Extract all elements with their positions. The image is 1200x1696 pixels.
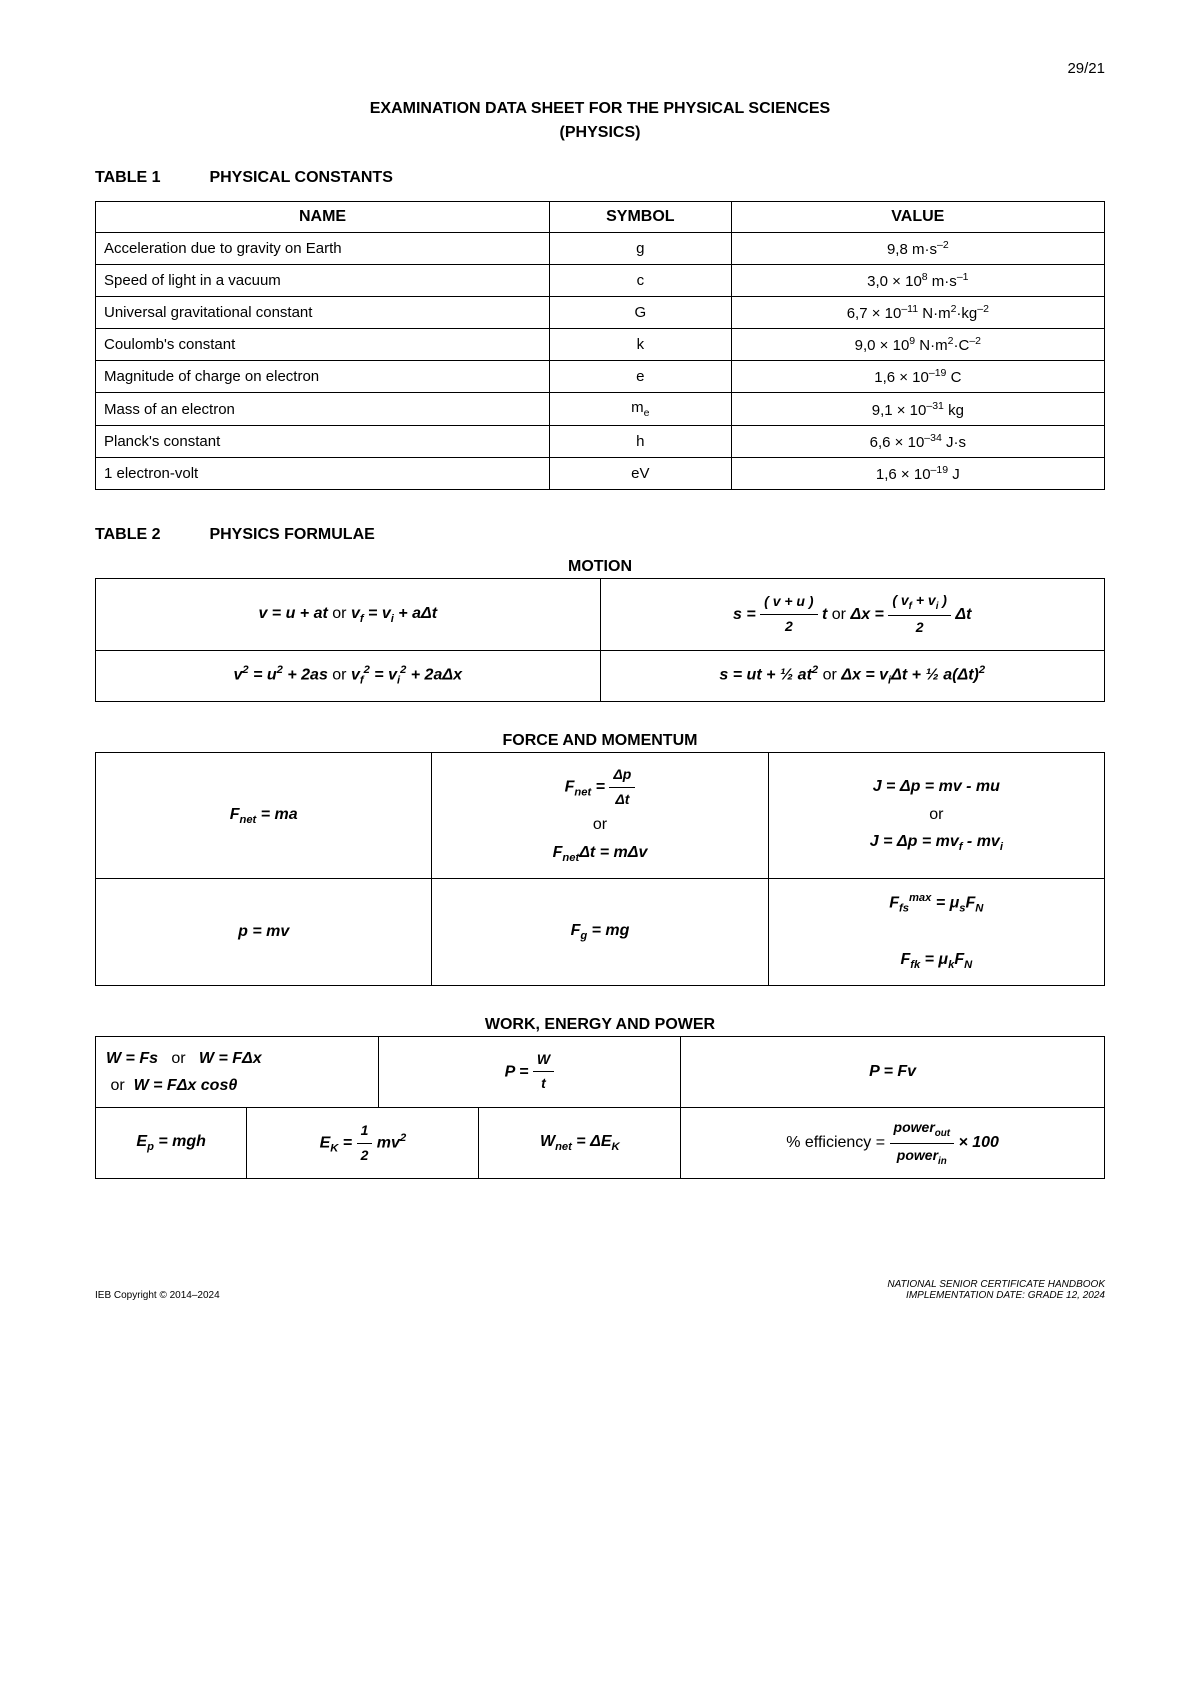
page-footer: IEB Copyright © 2014–2024 NATIONAL SENIO… — [95, 1279, 1105, 1301]
table2-heading: TABLE 2 PHYSICS FORMULAE — [95, 526, 1105, 544]
constants-table: NAME SYMBOL VALUE Acceleration due to gr… — [95, 201, 1105, 490]
table1-heading: TABLE 1 PHYSICAL CONSTANTS — [95, 169, 1105, 187]
work-table: W = Fs or W = FΔx or W = FΔx cosθ P = Wt… — [95, 1036, 1105, 1179]
force-table: Fnet = ma Fnet = ΔpΔtorFnetΔt = mΔv J = … — [95, 752, 1105, 986]
footer-right-1: NATIONAL SENIOR CERTIFICATE HANDBOOK — [887, 1279, 1105, 1290]
constants-name: Speed of light in a vacuum — [96, 265, 550, 297]
constants-row: Planck's constanth6,6 × 10–34 J·s — [96, 426, 1105, 458]
force-c5: Fg = mg — [432, 878, 768, 985]
constants-row: 1 electron-volteV1,6 × 10–19 J — [96, 458, 1105, 490]
work-c5: EK = 12 mv2 — [247, 1108, 479, 1179]
work-c4: Ep = mgh — [96, 1108, 247, 1179]
constants-row: Speed of light in a vacuumc3,0 × 108 m·s… — [96, 265, 1105, 297]
constants-value: 9,8 m·s–2 — [731, 233, 1104, 265]
motion-c1: v = u + at or vf = vi + aΔt — [96, 579, 601, 651]
constants-value: 3,0 × 108 m·s–1 — [731, 265, 1104, 297]
constants-row: Acceleration due to gravity on Earthg9,8… — [96, 233, 1105, 265]
constants-symbol: eV — [550, 458, 732, 490]
constants-name: 1 electron-volt — [96, 458, 550, 490]
constants-header-row: NAME SYMBOL VALUE — [96, 202, 1105, 233]
constants-head-symbol: SYMBOL — [550, 202, 732, 233]
constants-value: 1,6 × 10–19 C — [731, 361, 1104, 393]
constants-value: 6,6 × 10–34 J·s — [731, 426, 1104, 458]
constants-row: Mass of an electronme9,1 × 10–31 kg — [96, 393, 1105, 426]
work-c2: P = Wt — [378, 1036, 681, 1107]
motion-c3: v2 = u2 + 2as or vf2 = vi2 + 2aΔx — [96, 651, 601, 702]
table1-title: PHYSICAL CONSTANTS — [209, 169, 392, 186]
table2-title: PHYSICS FORMULAE — [209, 526, 374, 543]
force-c3: J = Δp = mv - muorJ = Δp = mvf - mvi — [768, 752, 1104, 878]
motion-c4: s = ut + ½ at2 or Δx = viΔt + ½ a(Δt)2 — [600, 651, 1105, 702]
constants-name: Acceleration due to gravity on Earth — [96, 233, 550, 265]
work-c6: Wnet = ΔEK — [479, 1108, 681, 1179]
constants-value: 9,0 × 109 N·m2·C–2 — [731, 329, 1104, 361]
work-c3: P = Fv — [681, 1036, 1105, 1107]
constants-symbol: c — [550, 265, 732, 297]
table1-number: TABLE 1 — [95, 169, 205, 187]
constants-symbol: g — [550, 233, 732, 265]
constants-head-name: NAME — [96, 202, 550, 233]
force-c4: p = mv — [96, 878, 432, 985]
constants-symbol: h — [550, 426, 732, 458]
constants-head-value: VALUE — [731, 202, 1104, 233]
constants-symbol: G — [550, 297, 732, 329]
title-line-2: (PHYSICS) — [560, 124, 641, 141]
constants-name: Mass of an electron — [96, 393, 550, 426]
constants-symbol: k — [550, 329, 732, 361]
force-c6: Ffsmax = μsFNFfk = μkFN — [768, 878, 1104, 985]
page-number: 29/21 — [95, 60, 1105, 77]
constants-symbol: e — [550, 361, 732, 393]
constants-name: Magnitude of charge on electron — [96, 361, 550, 393]
constants-name: Coulomb's constant — [96, 329, 550, 361]
constants-symbol: me — [550, 393, 732, 426]
constants-value: 9,1 × 10–31 kg — [731, 393, 1104, 426]
work-title: WORK, ENERGY AND POWER — [95, 1016, 1105, 1034]
motion-table: v = u + at or vf = vi + aΔt s = ( v + u … — [95, 578, 1105, 702]
force-c2: Fnet = ΔpΔtorFnetΔt = mΔv — [432, 752, 768, 878]
constants-row: Magnitude of charge on electrone1,6 × 10… — [96, 361, 1105, 393]
title-line-1: EXAMINATION DATA SHEET FOR THE PHYSICAL … — [370, 100, 830, 117]
constants-row: Universal gravitational constantG6,7 × 1… — [96, 297, 1105, 329]
force-title: FORCE AND MOMENTUM — [95, 732, 1105, 750]
constants-name: Planck's constant — [96, 426, 550, 458]
motion-title: MOTION — [95, 558, 1105, 576]
work-c7: % efficiency = poweroutpowerin × 100 — [681, 1108, 1105, 1179]
constants-row: Coulomb's constantk9,0 × 109 N·m2·C–2 — [96, 329, 1105, 361]
constants-name: Universal gravitational constant — [96, 297, 550, 329]
page-title: EXAMINATION DATA SHEET FOR THE PHYSICAL … — [95, 97, 1105, 145]
footer-left: IEB Copyright © 2014–2024 — [95, 1290, 220, 1301]
constants-value: 6,7 × 10–11 N·m2·kg–2 — [731, 297, 1104, 329]
constants-value: 1,6 × 10–19 J — [731, 458, 1104, 490]
table2-number: TABLE 2 — [95, 526, 205, 544]
footer-right-2: IMPLEMENTATION DATE: GRADE 12, 2024 — [906, 1290, 1105, 1301]
force-c1: Fnet = ma — [96, 752, 432, 878]
motion-c2: s = ( v + u )2 t or Δx = ( vf + vi )2 Δt — [600, 579, 1105, 651]
work-c1: W = Fs or W = FΔx or W = FΔx cosθ — [96, 1036, 379, 1107]
